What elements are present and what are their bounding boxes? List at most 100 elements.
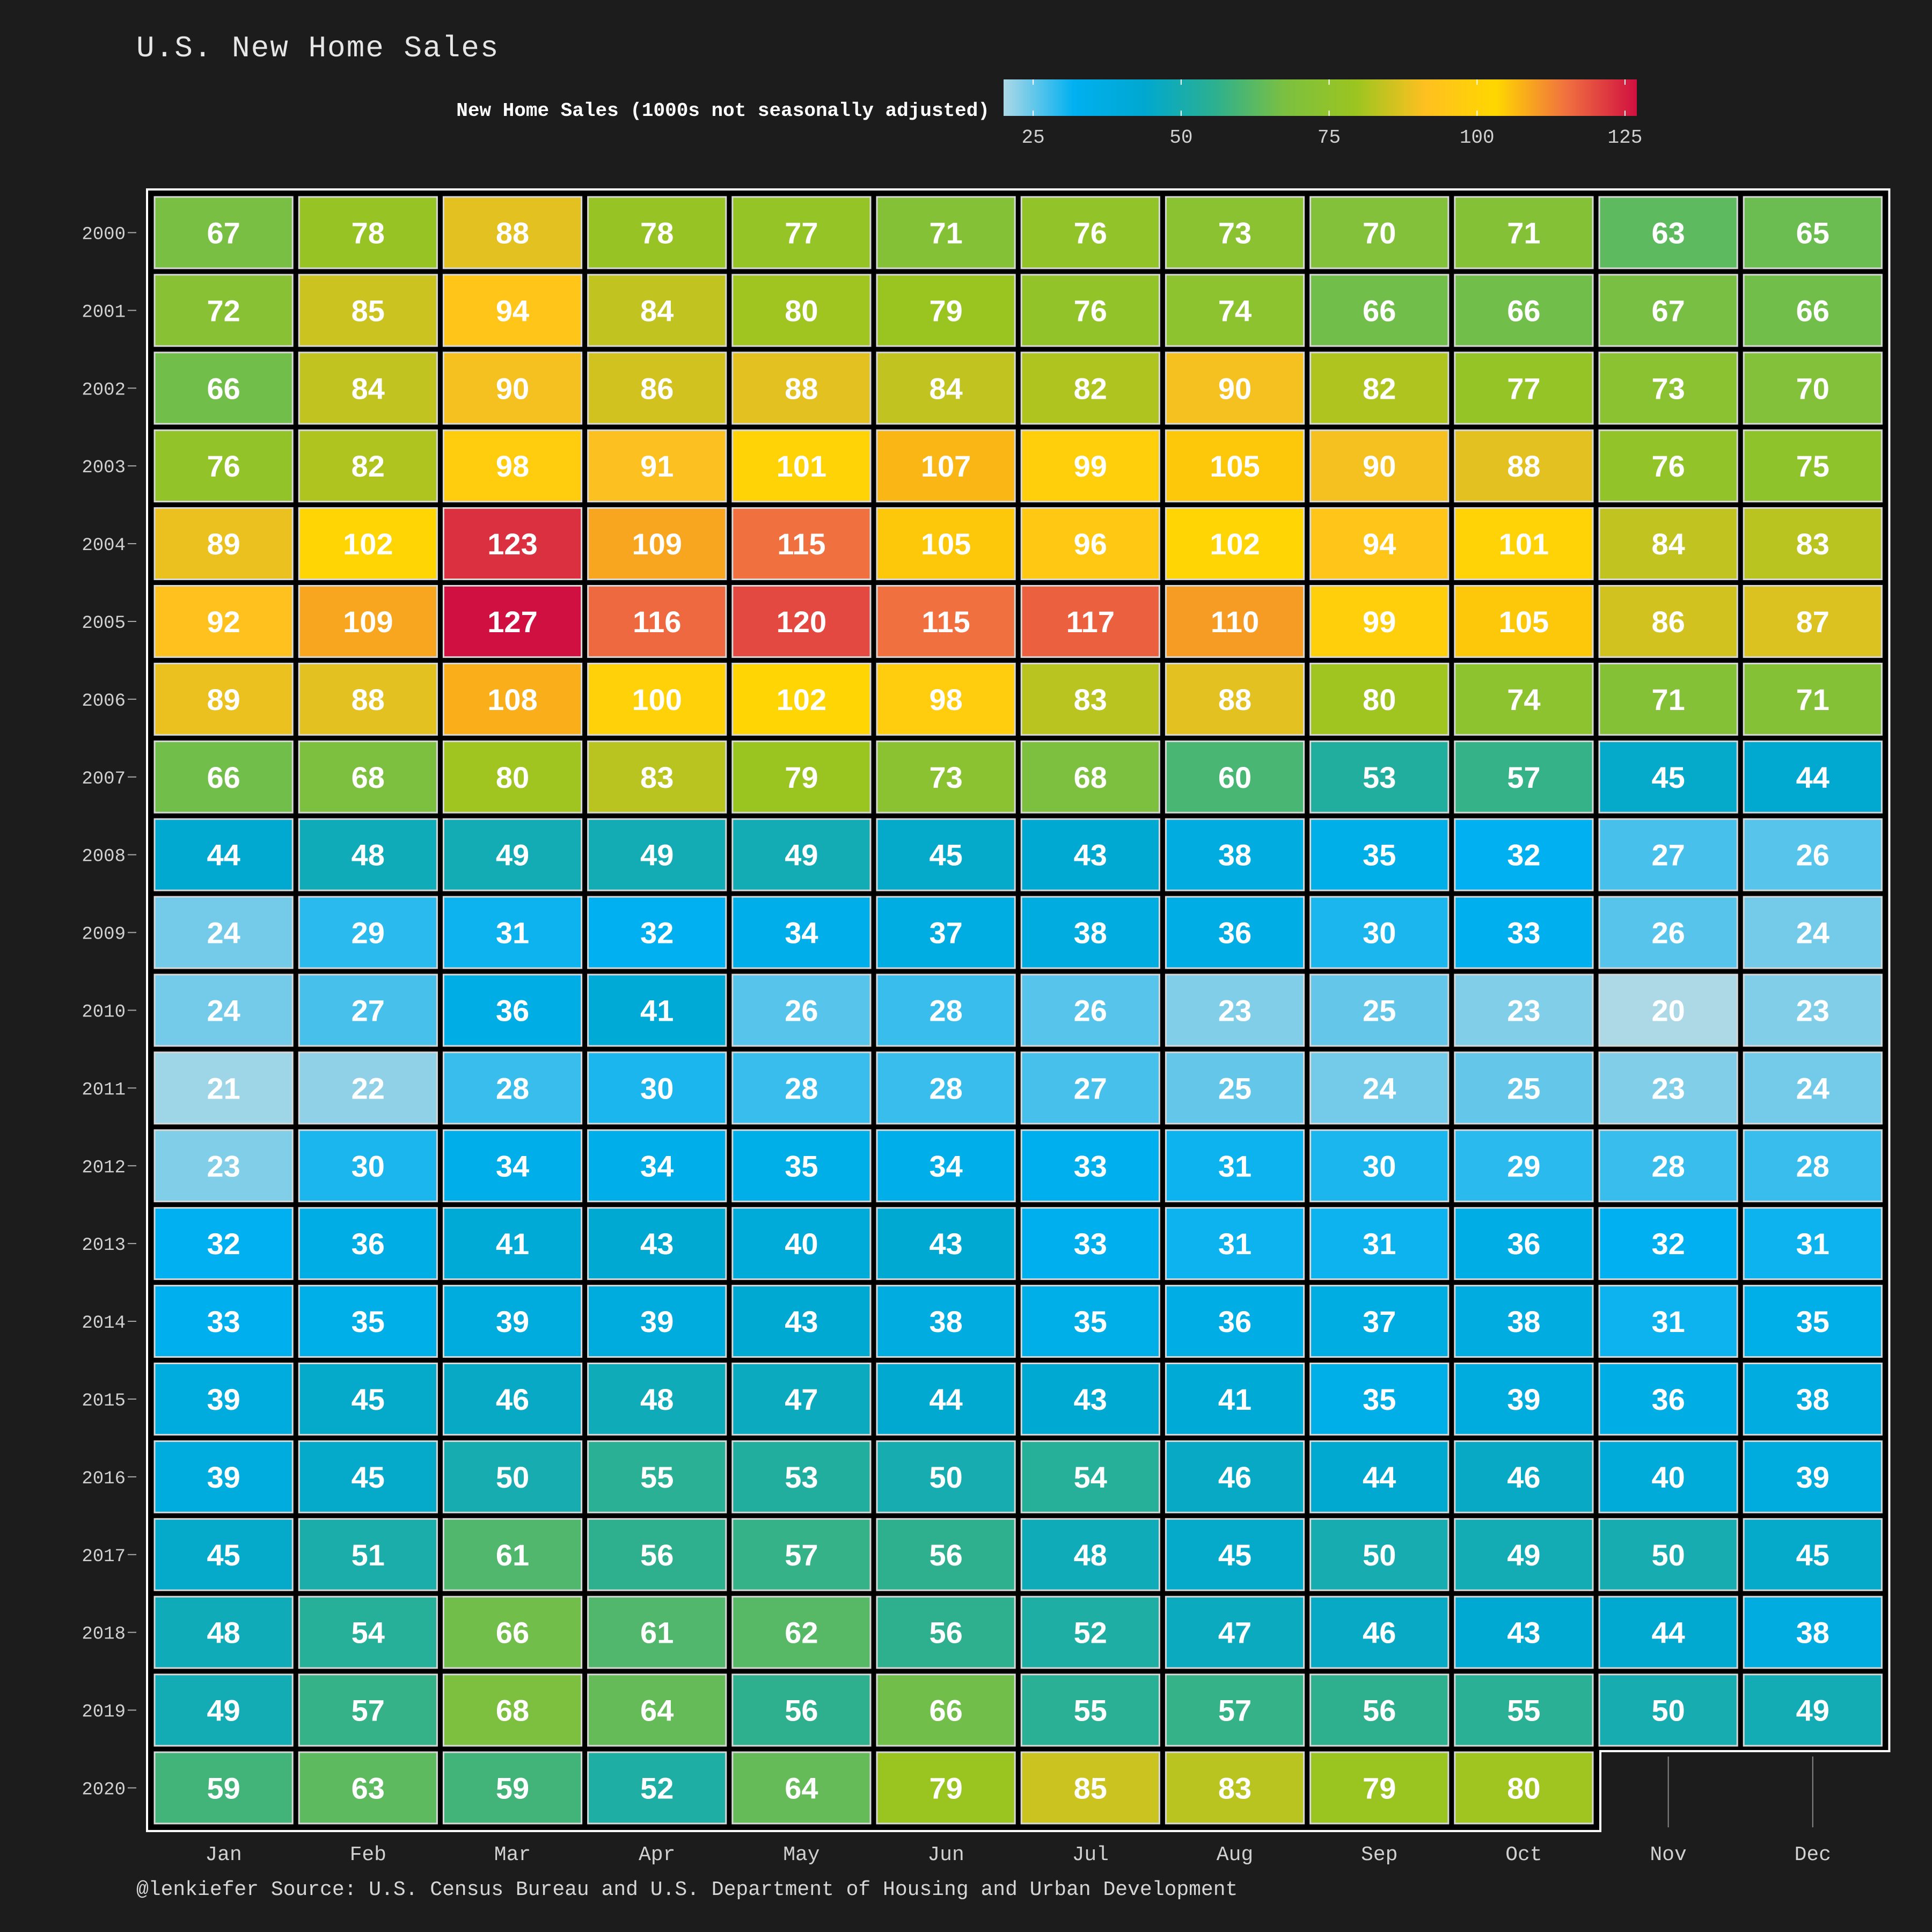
cell-value-label: 55 xyxy=(640,1460,674,1494)
heatmap-cell xyxy=(731,1363,872,1436)
cell-value-label: 59 xyxy=(207,1771,240,1805)
cell-value-label: 117 xyxy=(1066,605,1115,639)
cell-value-label: 91 xyxy=(640,449,674,483)
heatmap-cell xyxy=(1309,196,1450,269)
heatmap-cell xyxy=(876,352,1016,425)
heatmap-cell xyxy=(153,896,294,969)
cell-value-label: 34 xyxy=(929,1149,962,1183)
heatmap-cell xyxy=(731,1440,872,1513)
y-axis: 2000 2001 2002 2003 2004 2005 2006 2007 2008 2009… xyxy=(82,224,136,1800)
cell-value-label: 79 xyxy=(785,760,818,794)
cell-value-label: 22 xyxy=(352,1071,385,1105)
heatmap-cell xyxy=(298,507,438,580)
cell-value-label: 46 xyxy=(1218,1460,1252,1494)
cell-value-label: 75 xyxy=(1796,449,1829,483)
cell-value-label: 108 xyxy=(487,683,537,716)
heatmap-cell xyxy=(298,1207,438,1280)
heatmap-cell xyxy=(876,274,1016,347)
heatmap-cell xyxy=(731,1129,872,1203)
cell-value-label: 47 xyxy=(1218,1616,1252,1650)
cell-value-label: 66 xyxy=(1507,294,1540,327)
cell-value-label: 68 xyxy=(496,1694,529,1728)
cell-value-label: 99 xyxy=(1363,605,1396,639)
cell-value-label: 45 xyxy=(1218,1538,1252,1572)
heatmap-cell xyxy=(298,896,438,969)
cell-value-label: 47 xyxy=(785,1382,818,1416)
cell-value-label: 73 xyxy=(929,760,962,794)
cell-value-label: 66 xyxy=(1796,294,1829,327)
x-tick-label: Dec xyxy=(1795,1843,1831,1867)
cell-value-label: 101 xyxy=(777,449,826,483)
cell-value-label: 88 xyxy=(352,683,385,716)
x-tick-label: Aug xyxy=(1217,1843,1253,1867)
cell-value-label: 41 xyxy=(640,993,674,1027)
cell-value-label: 38 xyxy=(1507,1305,1540,1338)
heatmap-cell xyxy=(876,1596,1016,1669)
cell-value-label: 49 xyxy=(207,1694,240,1728)
cell-value-label: 83 xyxy=(1074,683,1107,716)
heatmap-cell xyxy=(442,740,583,814)
cell-value-label: 88 xyxy=(785,371,818,405)
heatmap-cell xyxy=(1743,1596,1883,1669)
cell-value-label: 76 xyxy=(1651,449,1685,483)
heatmap-cell xyxy=(1020,1518,1160,1591)
cell-value-label: 73 xyxy=(1651,371,1685,405)
cell-value-label: 36 xyxy=(496,993,529,1027)
heatmap-cell xyxy=(1454,1207,1594,1280)
cell-value-label: 82 xyxy=(1363,371,1396,405)
heatmap-cell xyxy=(731,974,872,1047)
heatmap-cell xyxy=(587,974,727,1047)
cell-value-label: 84 xyxy=(1651,527,1685,561)
heatmap-cell xyxy=(587,896,727,969)
cell-value-label: 56 xyxy=(640,1538,674,1572)
heatmap-cell xyxy=(1743,974,1883,1047)
cell-value-label: 44 xyxy=(1363,1460,1396,1494)
cell-value-label: 36 xyxy=(352,1227,385,1261)
cell-value-label: 109 xyxy=(343,605,393,639)
heatmap-cell xyxy=(1598,1440,1738,1513)
heatmap-cell xyxy=(442,352,583,425)
heatmap-cell xyxy=(298,1051,438,1125)
cell-value-label: 84 xyxy=(929,371,962,405)
cell-value-label: 26 xyxy=(785,993,818,1027)
cell-value-label: 44 xyxy=(207,838,240,872)
heatmap-frame xyxy=(146,188,1891,1832)
heatmap-cell xyxy=(153,196,294,269)
cell-value-label: 27 xyxy=(352,993,385,1027)
cell-value-label: 78 xyxy=(352,216,385,250)
heatmap-cell xyxy=(1165,1751,1305,1825)
y-tick-label: 2002 xyxy=(82,380,126,400)
cell-value-label: 39 xyxy=(1796,1460,1829,1494)
cell-value-label: 61 xyxy=(640,1616,674,1650)
y-tick-label: 2015 xyxy=(82,1391,126,1411)
cell-value-label: 83 xyxy=(1796,527,1829,561)
cell-value-label: 92 xyxy=(207,605,240,639)
heatmap-cell xyxy=(1020,196,1160,269)
heatmap-cell xyxy=(876,585,1016,658)
heatmap-cell xyxy=(1454,1440,1594,1513)
heatmap-cell xyxy=(876,429,1016,503)
cell-value-label: 50 xyxy=(1651,1694,1685,1728)
cell-value-label: 68 xyxy=(352,760,385,794)
cell-value-label: 31 xyxy=(1651,1305,1685,1338)
cell-value-label: 94 xyxy=(496,294,529,327)
heatmap-cell xyxy=(1020,1285,1160,1358)
heatmap-cell xyxy=(1743,1518,1883,1591)
heatmap-cell xyxy=(298,1751,438,1825)
heatmap-cell xyxy=(1165,662,1305,736)
cell-value-label: 48 xyxy=(207,1616,240,1650)
heatmap-cell xyxy=(1165,352,1305,425)
heatmap-cell xyxy=(731,662,872,736)
cell-value-label: 33 xyxy=(1507,916,1540,950)
heatmap-cell xyxy=(876,896,1016,969)
y-tick-label: 2010 xyxy=(82,1002,126,1022)
heatmap-cell xyxy=(587,585,727,658)
heatmap-cell xyxy=(1165,274,1305,347)
cell-value-label: 25 xyxy=(1363,993,1396,1027)
heatmap-cell xyxy=(876,1751,1016,1825)
heatmap-cell xyxy=(1165,1518,1305,1591)
heatmap-cell xyxy=(1743,1285,1883,1358)
cell-value-label: 79 xyxy=(929,294,962,327)
heatmap-cell xyxy=(731,274,872,347)
